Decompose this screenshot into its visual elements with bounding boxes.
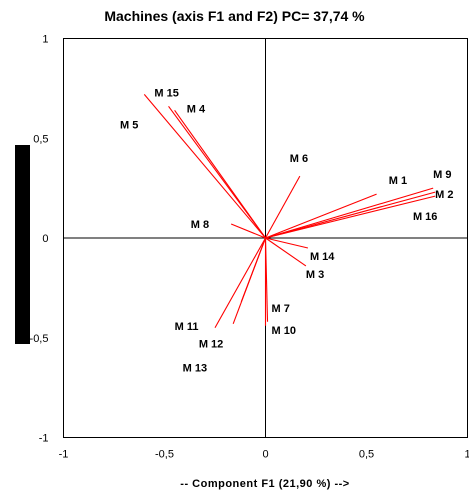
vector-line [265, 187, 434, 239]
vectors-layer [143, 94, 436, 329]
x-tick-label: -1 [59, 449, 69, 461]
point-label: M 3 [306, 269, 324, 281]
point-labels-layer: M 1 M 2 M 3 M 4 M 5 M 6 M 7 M 8 M 9 M 10 M 11M 12 M… [120, 87, 453, 374]
x-tick-label: 0,5 [359, 449, 374, 461]
point-label: M 2 [435, 189, 453, 201]
x-axis-title: -- Component F1 (21,90 %) --> [180, 478, 349, 490]
x-tick-label: 1 [464, 449, 469, 461]
tick-labels-layer: -1 -0,5 0 0,5 1 -1 -0,5 0 0,5 1 [30, 34, 469, 461]
point-label: M 10 [272, 325, 296, 337]
vector-line [265, 237, 309, 249]
vector-line [168, 106, 266, 239]
point-label: M 16 [413, 211, 437, 223]
point-label: M 8 [191, 219, 209, 231]
y-tick-label: -0,5 [30, 333, 49, 345]
x-tick-label: 0 [262, 449, 268, 461]
vector-line [265, 195, 436, 239]
point-label: M 12 [199, 339, 223, 351]
point-label: M 9 [433, 169, 451, 181]
point-label: M 13 [183, 363, 207, 375]
vector-line [143, 94, 266, 239]
point-label: M 11 [175, 321, 199, 333]
vector-line [230, 223, 266, 239]
chart-title: Machines (axis F1 and F2) PC= 37,74 % [104, 8, 365, 24]
vector-line [265, 191, 436, 239]
vector-line [240, 237, 267, 303]
point-label: M 1 [389, 175, 407, 187]
point-label: M 15 [154, 87, 178, 99]
point-label: M 5 [120, 119, 138, 131]
point-label: M 7 [272, 303, 290, 315]
y-tick-label: 0 [42, 233, 48, 245]
y-tick-label: 1 [42, 34, 48, 46]
vector-line [265, 237, 307, 267]
y-tick-label: 0,5 [33, 133, 48, 145]
point-label: M 6 [290, 153, 308, 165]
vector-line [214, 237, 266, 329]
y-axis-label-redaction-bar [15, 145, 30, 344]
vector-line [265, 193, 377, 239]
x-tick-label: -0,5 [155, 449, 174, 461]
vector-line [265, 175, 301, 239]
y-tick-label: -1 [39, 433, 49, 445]
point-label: M 14 [310, 251, 335, 263]
point-label: M 4 [187, 103, 206, 115]
